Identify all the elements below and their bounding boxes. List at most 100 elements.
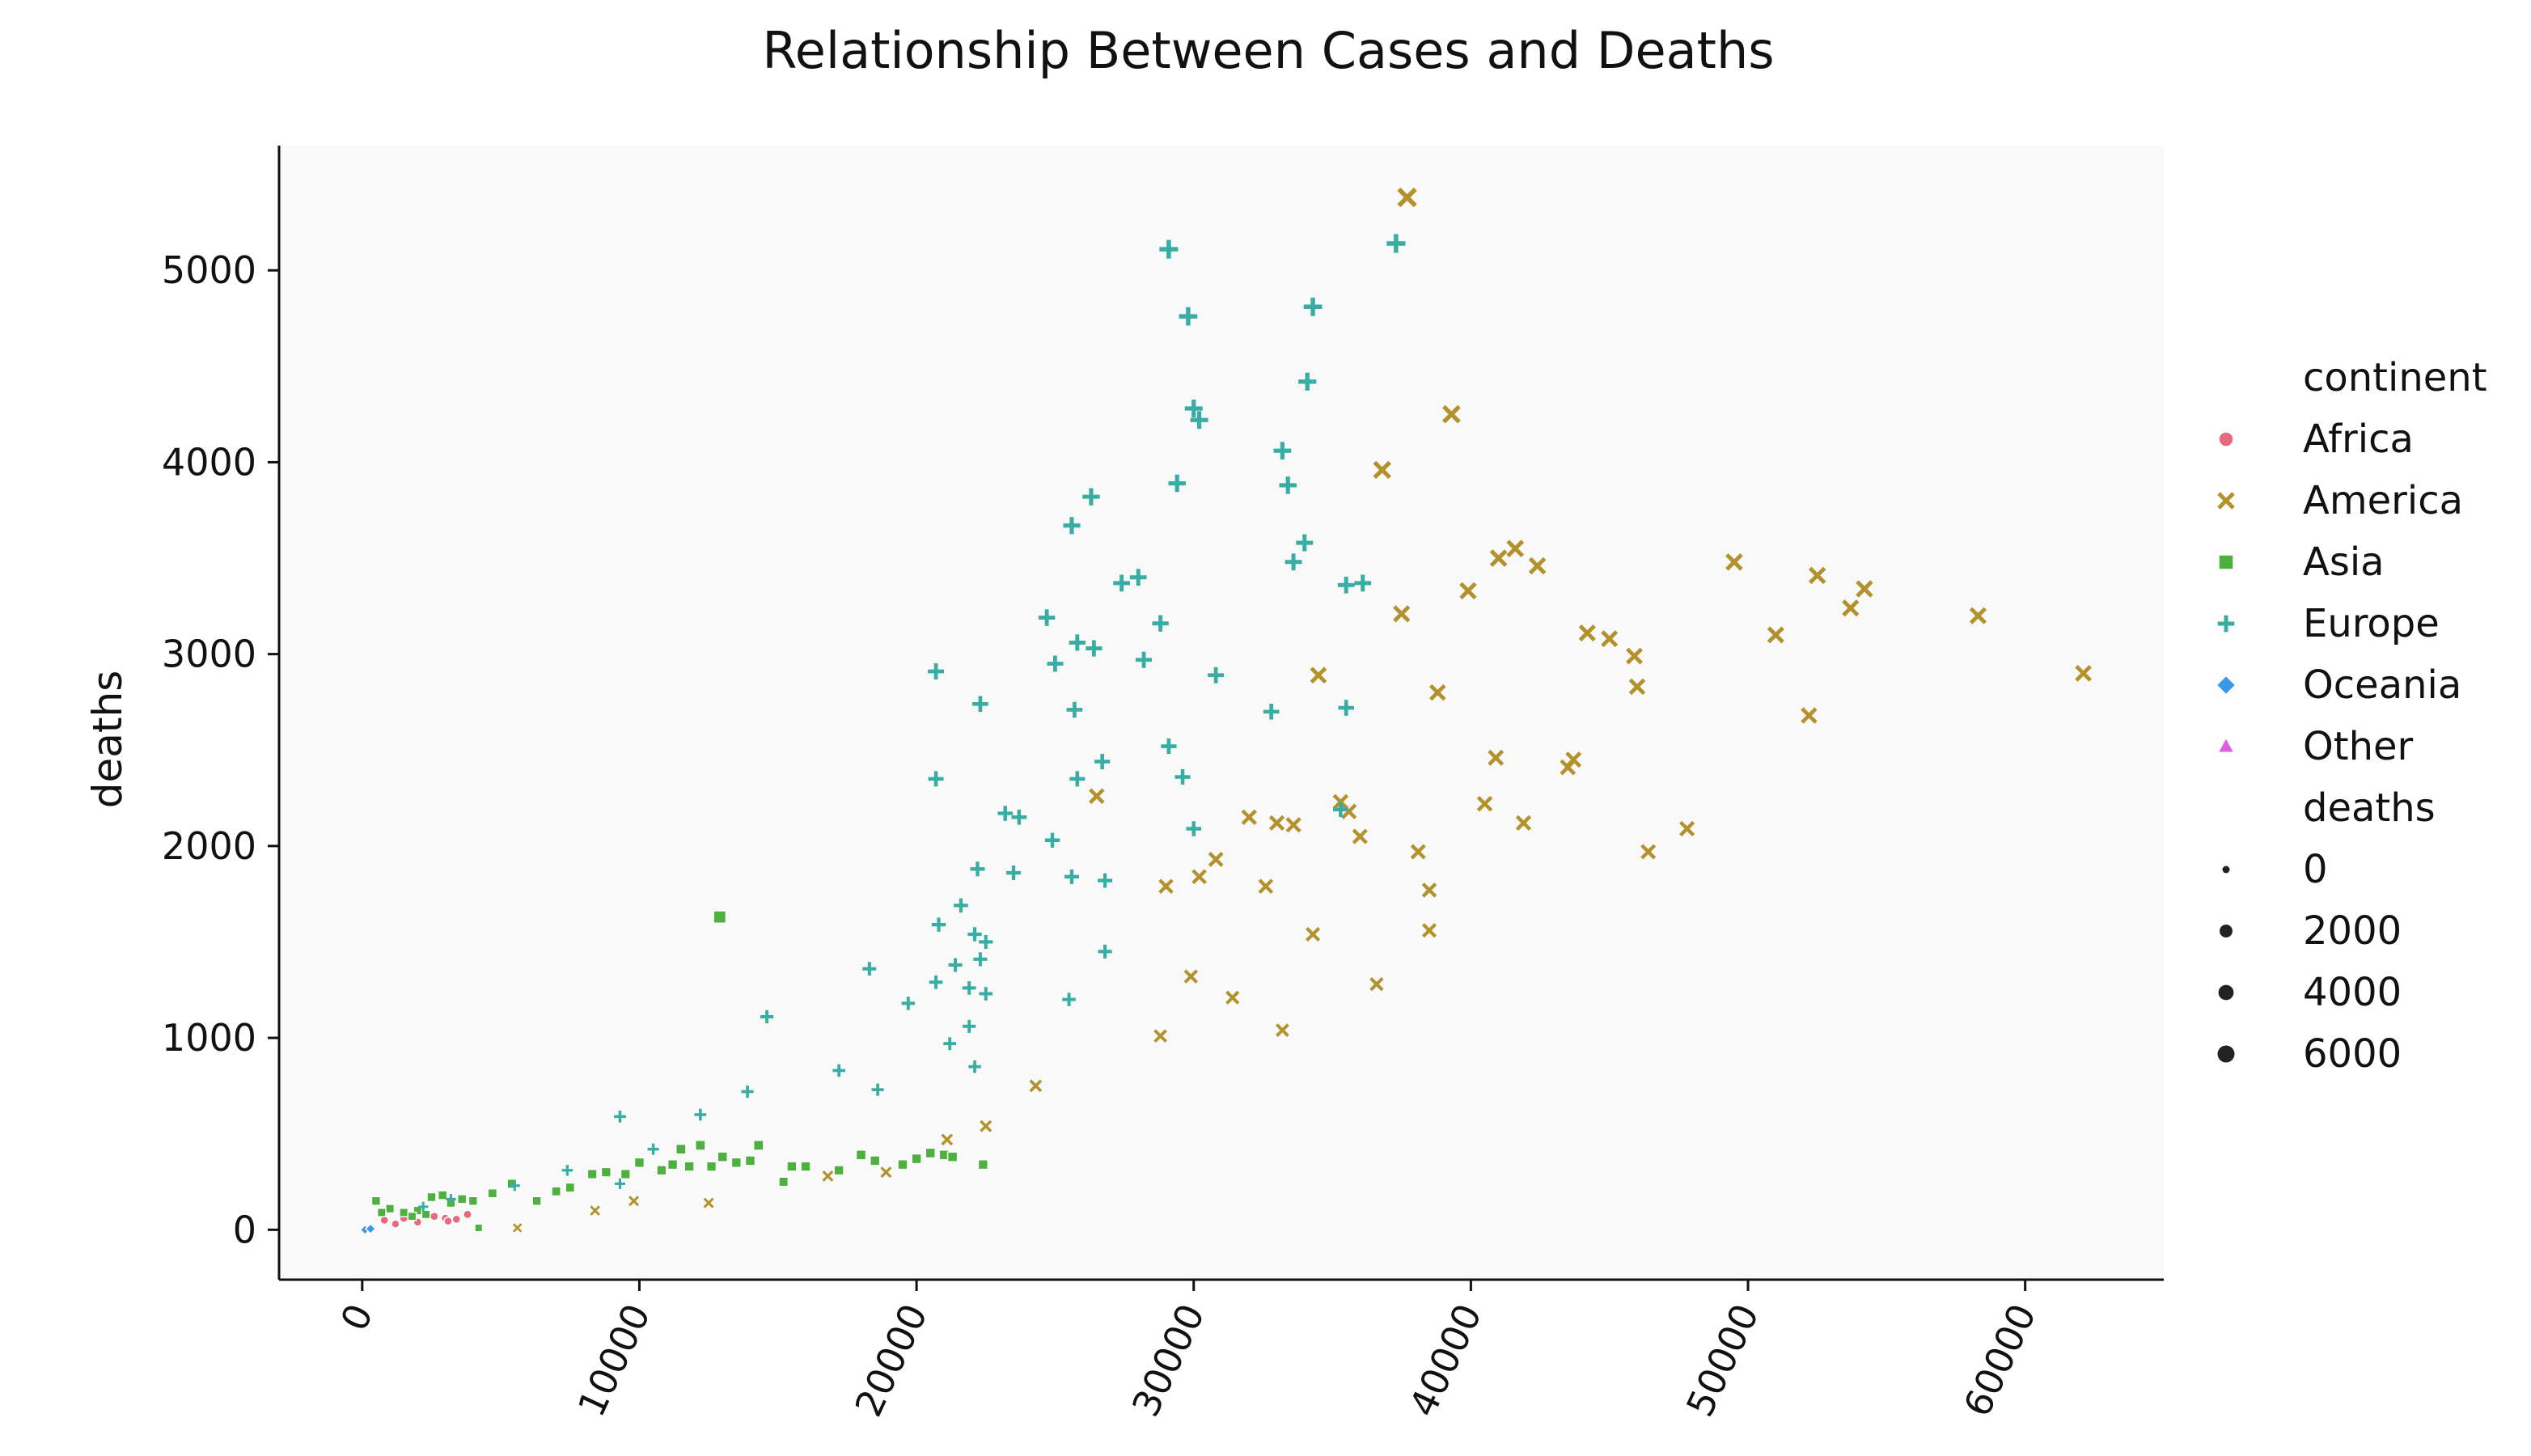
legend-size-label: 0: [2303, 847, 2328, 892]
data-point: [463, 1209, 472, 1220]
legend-size-item: 4000: [2218, 970, 2402, 1015]
data-point: [1373, 460, 1391, 480]
data-point: [800, 1161, 811, 1172]
data-point: [1225, 990, 1240, 1005]
data-point: [1441, 404, 1461, 424]
data-point: [855, 1149, 867, 1161]
data-point: [468, 1196, 479, 1206]
data-point: [1069, 634, 1086, 651]
legend-item-america: America: [2217, 478, 2463, 523]
data-point: [954, 898, 968, 913]
data-point: [1153, 1029, 1167, 1043]
legend-label: America: [2303, 478, 2463, 523]
data-point: [1338, 700, 1355, 716]
data-point: [778, 1176, 789, 1187]
data-points: [359, 187, 2092, 1236]
data-point: [717, 1151, 728, 1162]
data-point: [1397, 187, 1417, 208]
data-point: [972, 696, 988, 713]
data-point: [1393, 605, 1411, 623]
legend-marker: [2217, 492, 2235, 510]
data-point: [1183, 969, 1199, 984]
data-point: [946, 1151, 959, 1162]
data-point: [1679, 820, 1695, 837]
data-point: [1082, 488, 1100, 506]
y-tick-label: 3000: [162, 633, 256, 676]
data-point: [474, 1223, 484, 1233]
data-point: [1421, 923, 1437, 938]
data-point: [1258, 878, 1274, 894]
data-point: [561, 1165, 573, 1176]
data-point: [931, 917, 946, 932]
data-point: [977, 1158, 989, 1170]
data-point: [1476, 795, 1493, 812]
data-point: [1263, 704, 1280, 720]
data-point: [1298, 372, 1317, 391]
legend-item-africa: Africa: [2218, 417, 2414, 462]
data-point: [421, 1209, 431, 1220]
data-point: [730, 1157, 743, 1168]
data-point: [487, 1187, 498, 1199]
legend-size-item: 6000: [2217, 1031, 2402, 1077]
data-point: [614, 1111, 626, 1123]
data-point: [1528, 557, 1547, 575]
data-point: [629, 1196, 640, 1207]
data-point: [513, 1223, 523, 1233]
y-tick-label: 2000: [162, 824, 256, 868]
data-point: [1428, 684, 1446, 701]
data-point: [531, 1196, 542, 1206]
data-point: [426, 1191, 437, 1203]
data-point: [1410, 844, 1426, 860]
data-point: [928, 663, 945, 679]
data-point: [1421, 882, 1437, 898]
chart-title: Relationship Between Cases and Deaths: [762, 21, 1774, 80]
data-point: [1578, 624, 1596, 642]
data-point: [744, 1155, 756, 1166]
data-point: [967, 927, 982, 942]
data-point: [1094, 753, 1111, 770]
data-point: [1136, 651, 1153, 668]
series-europe: [418, 234, 1406, 1213]
data-point: [862, 962, 877, 976]
data-point: [980, 1120, 993, 1132]
data-point: [760, 1009, 774, 1024]
legend-size-label: 4000: [2303, 970, 2402, 1015]
data-point: [600, 1166, 612, 1178]
series-america: [513, 187, 2092, 1233]
data-point: [1113, 574, 1130, 592]
data-point: [943, 1037, 957, 1051]
data-point: [1044, 832, 1060, 848]
data-point: [1856, 580, 1873, 598]
data-point: [667, 1158, 679, 1170]
data-point: [1029, 1079, 1043, 1093]
x-tick-label: 20000: [846, 1297, 936, 1423]
data-point: [1310, 667, 1327, 684]
data-point: [1066, 701, 1083, 718]
data-point: [1098, 873, 1113, 888]
data-point: [590, 1205, 600, 1216]
data-point: [1560, 759, 1577, 776]
legend-title-continent: continent: [2303, 355, 2487, 400]
data-point: [407, 1211, 417, 1221]
legend-item-asia: Asia: [2218, 540, 2385, 585]
data-point: [1191, 869, 1207, 885]
legend-size-marker: [2220, 925, 2233, 938]
data-point: [962, 981, 976, 995]
data-point: [925, 1147, 937, 1159]
data-point: [928, 771, 944, 787]
data-point: [705, 1161, 717, 1172]
data-point: [1005, 866, 1022, 881]
data-point: [443, 1216, 453, 1226]
legend-label: Oceania: [2303, 662, 2461, 708]
data-point: [1047, 655, 1064, 672]
data-point: [1273, 442, 1292, 460]
data-point: [451, 1214, 462, 1225]
data-point: [997, 806, 1014, 821]
data-point: [1386, 234, 1406, 253]
data-point: [741, 1085, 754, 1098]
data-point: [1190, 411, 1208, 430]
data-point: [941, 1133, 954, 1146]
data-point: [1285, 817, 1301, 833]
data-point: [656, 1165, 667, 1176]
data-point: [620, 1168, 631, 1180]
